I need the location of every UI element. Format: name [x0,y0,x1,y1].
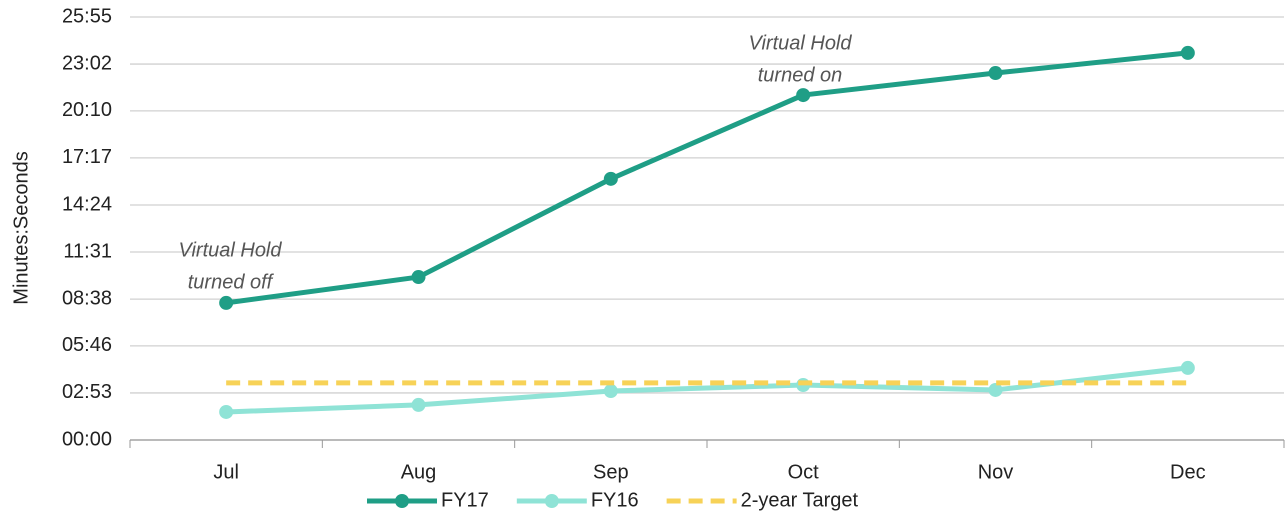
y-tick-label: 05:46 [62,334,112,356]
annotation: Virtual Hold [178,239,282,261]
y-tick-label: 00:00 [62,428,112,450]
annotation: Virtual Hold [748,32,852,54]
x-tick-label: Dec [1170,461,1206,483]
legend-label: 2-year Target [741,489,859,511]
y-tick-label: 23:02 [62,52,112,74]
x-tick-label: Nov [978,461,1014,483]
point [603,171,618,186]
x-tick-label: Sep [593,461,629,483]
point [219,295,234,310]
y-axis-label: Minutes:Seconds [10,151,32,304]
point [988,382,1003,397]
y-tick-label: 11:31 [63,240,112,262]
point [1180,45,1195,60]
y-tick-label: 08:38 [62,287,112,309]
series-line [225,50,1189,306]
annotation: turned off [188,271,275,293]
series-line [226,365,1189,415]
y-tick-label: 02:53 [62,381,112,403]
point [1180,360,1195,375]
point [603,384,618,399]
point [219,404,234,419]
legend-marker [395,494,409,508]
y-tick-label: 14:24 [62,193,112,215]
x-tick-label: Aug [401,461,437,483]
point [988,66,1003,81]
y-tick-label: 25:55 [62,5,112,27]
legend-marker [544,494,559,508]
legend-label: FY16 [591,489,639,511]
point [796,88,811,103]
y-tick-label: 20:10 [62,99,112,121]
x-tick-label: Jul [213,461,239,483]
legend-label: FY17 [441,489,489,511]
point [411,397,426,412]
x-tick-label: Oct [788,461,820,483]
annotation: turned on [758,64,843,86]
y-tick-label: 17:17 [62,146,112,168]
point [411,270,426,285]
